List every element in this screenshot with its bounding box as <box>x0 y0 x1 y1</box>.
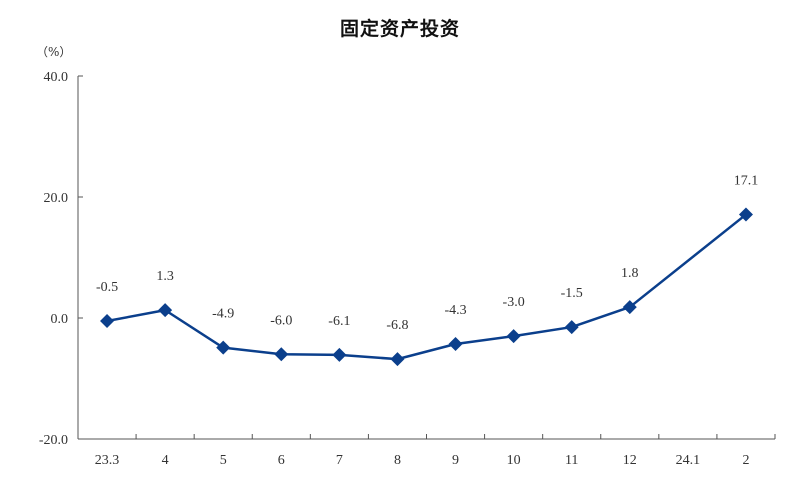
diamond-marker <box>506 329 521 344</box>
diamond-marker <box>158 303 173 318</box>
data-point-label: -6.0 <box>270 313 292 328</box>
diamond-marker <box>216 340 231 355</box>
y-tick-label: -20.0 <box>39 433 68 448</box>
diamond-marker <box>100 314 115 329</box>
y-axis-unit-label: （%） <box>36 45 71 59</box>
axes <box>77 76 775 440</box>
y-tick-label: 40.0 <box>44 70 69 85</box>
diamond-marker <box>622 300 637 315</box>
x-tick-label: 12 <box>623 453 637 468</box>
diamond-marker <box>390 352 405 367</box>
data-point-label: -4.9 <box>212 307 234 322</box>
diamond-marker <box>274 347 289 362</box>
y-tick-label: 0.0 <box>51 312 69 327</box>
data-labels: -0.5 1.3 -4.9 -6.0 -6.1 -6.8 -4.3 -3.0 -1.5 1.8 17… <box>96 174 758 334</box>
data-point-label: 1.3 <box>156 269 174 284</box>
diamond-marker <box>332 347 347 362</box>
data-point-label: -0.5 <box>96 280 118 295</box>
x-tick-label: 6 <box>278 453 285 468</box>
data-point-label: -6.1 <box>328 314 350 329</box>
x-tick-label: 8 <box>394 453 401 468</box>
data-point-label: -1.5 <box>561 286 583 301</box>
x-tick-label: 7 <box>336 453 343 468</box>
y-axis-ticks: -20.0 0.0 20.0 40.0 <box>39 70 83 448</box>
x-tick-label: 23.3 <box>95 453 120 468</box>
x-tick-label: 9 <box>452 453 459 468</box>
x-tick-label: 4 <box>162 453 169 468</box>
diamond-marker <box>564 320 579 335</box>
x-tick-label: 11 <box>565 453 578 468</box>
data-series <box>100 207 753 367</box>
diamond-marker <box>448 337 463 352</box>
x-axis-ticks: 23.3 4 5 6 7 8 9 10 11 12 24.1 2 <box>95 434 776 468</box>
data-point-label: -6.8 <box>386 318 408 333</box>
diamond-marker <box>738 207 753 222</box>
x-tick-label: 2 <box>742 453 749 468</box>
x-tick-label: 24.1 <box>676 453 701 468</box>
chart-title: 固定资产投资 <box>339 18 460 40</box>
data-point-label: -3.0 <box>503 295 525 310</box>
data-point-label: 17.1 <box>734 174 759 189</box>
data-point-label: -4.3 <box>444 303 466 318</box>
data-point-label: 1.8 <box>621 266 639 281</box>
x-tick-label: 5 <box>220 453 227 468</box>
x-tick-label: 10 <box>507 453 521 468</box>
y-tick-label: 20.0 <box>44 191 69 206</box>
